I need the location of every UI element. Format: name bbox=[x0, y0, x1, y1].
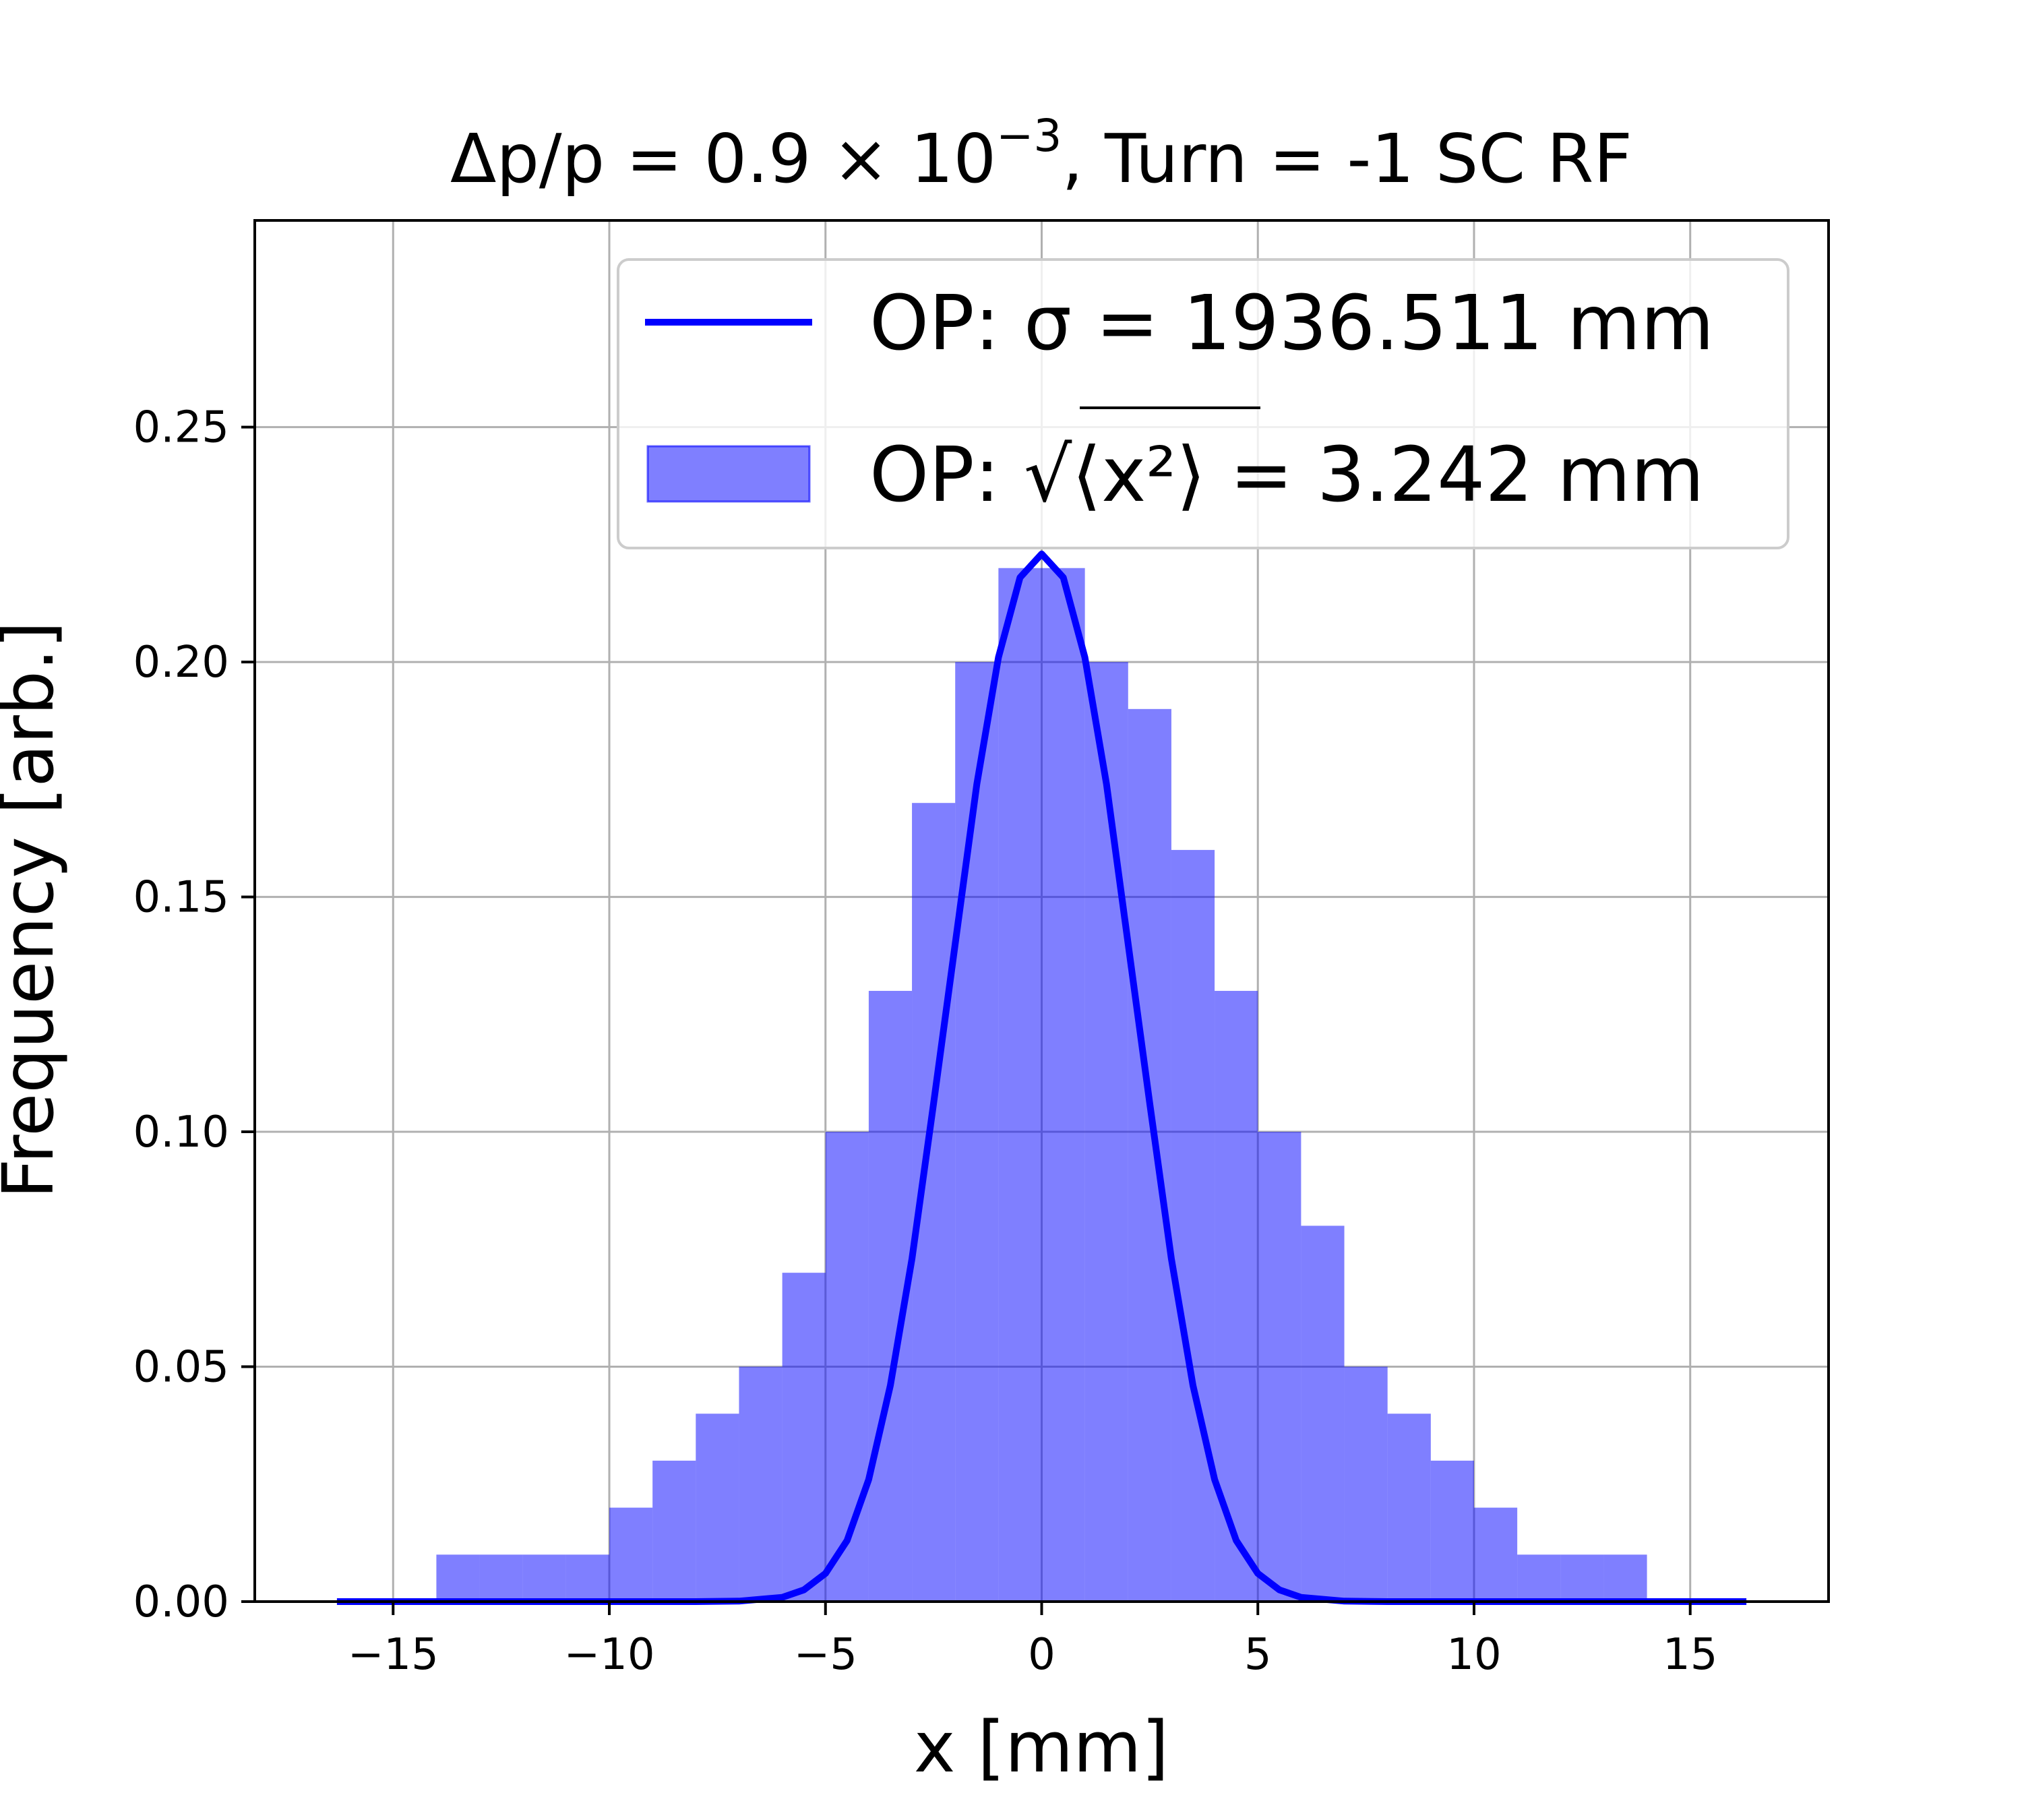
x-tick-label: −15 bbox=[348, 1630, 439, 1680]
histogram-bar bbox=[1041, 568, 1085, 1602]
y-tick-label: 0.20 bbox=[133, 638, 230, 688]
gaussian-fit-line bbox=[336, 550, 1747, 1605]
x-tick-label: −5 bbox=[794, 1630, 857, 1680]
histogram-bar bbox=[1258, 1132, 1301, 1602]
x-axis-ticks: −15 −10 −5 0 5 10 15 bbox=[348, 1602, 1717, 1680]
histogram-bar bbox=[565, 1554, 610, 1602]
histogram-bar bbox=[696, 1414, 739, 1602]
y-axis-ticks: 0.00 0.05 0.10 0.15 0.20 0.25 bbox=[133, 403, 255, 1627]
gaussian-curve bbox=[336, 550, 1747, 1605]
histogram-bar bbox=[825, 1132, 869, 1602]
histogram-bar bbox=[479, 1554, 523, 1602]
legend-label-rms: OP: √⟨x²⟩ = 3.242 mm bbox=[869, 431, 1704, 519]
histogram-bar bbox=[1128, 708, 1171, 1602]
histogram-bars bbox=[436, 568, 1647, 1602]
histogram-bar bbox=[1301, 1225, 1345, 1602]
x-axis-label: x [mm] bbox=[914, 1706, 1169, 1788]
histogram-bar bbox=[1171, 849, 1215, 1602]
histogram-bar bbox=[652, 1460, 696, 1602]
histogram-bar bbox=[1084, 662, 1128, 1602]
histogram-bar bbox=[1603, 1554, 1647, 1602]
legend-box bbox=[617, 258, 1789, 549]
chart-title: Δp/p = 0.9 × 10−3, Turn = -1 SC RF bbox=[450, 110, 1632, 198]
x-tick-label: 15 bbox=[1663, 1630, 1717, 1680]
y-tick-label: 0.05 bbox=[133, 1343, 230, 1393]
histogram-bar bbox=[609, 1507, 653, 1602]
histogram-bar bbox=[1387, 1414, 1431, 1602]
histogram-bar bbox=[1215, 990, 1258, 1602]
histogram-bar bbox=[1344, 1366, 1388, 1602]
legend-label-gaussian: OP: σ = 1936.511 mm bbox=[869, 280, 1714, 367]
histogram-bar bbox=[1517, 1554, 1561, 1602]
histogram-bar bbox=[739, 1366, 783, 1602]
histogram-bar bbox=[436, 1554, 480, 1602]
histogram-bar bbox=[1430, 1460, 1474, 1602]
x-tick-label: −10 bbox=[563, 1630, 654, 1680]
histogram-bar bbox=[522, 1554, 566, 1602]
x-tick-label: 0 bbox=[1028, 1630, 1055, 1680]
y-axis-label: Frequency [arb.] bbox=[0, 621, 69, 1199]
histogram-bar bbox=[1560, 1554, 1604, 1602]
histogram-bar bbox=[998, 568, 1042, 1602]
x-tick-label: 5 bbox=[1244, 1630, 1272, 1680]
y-tick-label: 0.10 bbox=[133, 1108, 230, 1157]
histogram-bar bbox=[955, 662, 999, 1602]
x-tick-label: 10 bbox=[1446, 1630, 1501, 1680]
histogram-bar bbox=[782, 1273, 826, 1602]
histogram-bar bbox=[1473, 1507, 1518, 1602]
legend-histogram-swatch bbox=[646, 445, 811, 503]
y-tick-label: 0.15 bbox=[133, 873, 230, 923]
legend: OP: σ = 1936.511 mm OP: √⟨x²⟩ = 3.242 mm bbox=[617, 258, 1789, 549]
y-tick-label: 0.00 bbox=[133, 1577, 230, 1627]
y-tick-label: 0.25 bbox=[133, 403, 230, 453]
